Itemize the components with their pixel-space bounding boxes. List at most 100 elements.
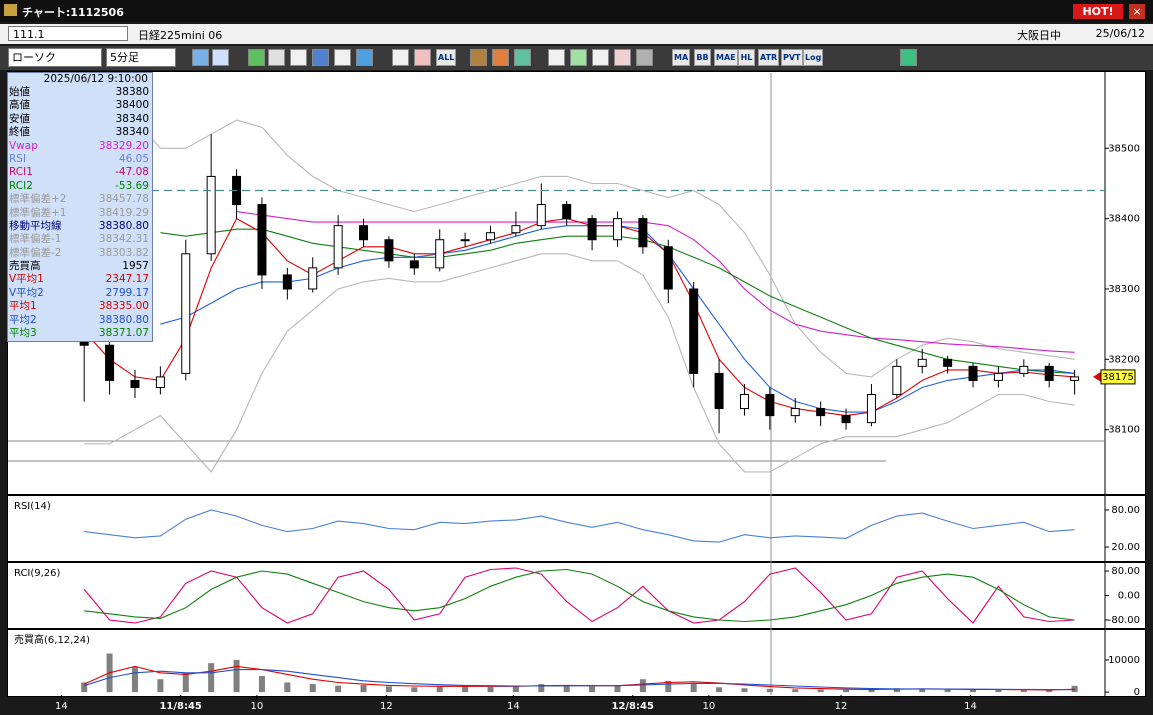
volume-bar bbox=[182, 672, 189, 693]
info-row: V平均2 2799.17 bbox=[8, 287, 152, 300]
date: 25/06/12 bbox=[1095, 27, 1145, 40]
candle-body bbox=[739, 394, 749, 410]
export-icon[interactable] bbox=[900, 49, 917, 66]
info-row: 売買高 1957 bbox=[8, 260, 152, 273]
x-tick-label: 12/8:45 bbox=[611, 701, 653, 712]
candle-body bbox=[359, 225, 369, 241]
volume-bar bbox=[817, 689, 824, 693]
info-row: RSI 46.05 bbox=[8, 153, 152, 166]
candle-body bbox=[765, 394, 775, 417]
volume-bar bbox=[462, 685, 469, 693]
info-label: RCI1 bbox=[9, 166, 33, 179]
y-tick-label: 0 bbox=[1134, 687, 1140, 698]
candle-body bbox=[943, 358, 953, 367]
interval-select[interactable]: 5分足 bbox=[106, 48, 176, 67]
title-bar: チャート:1112506 HOT! × bbox=[0, 0, 1153, 22]
draw-icon[interactable] bbox=[248, 49, 265, 66]
indicator-line bbox=[83, 567, 1075, 624]
info-row: Vwap 38329.20 bbox=[8, 140, 152, 153]
info-label: 売買高 bbox=[9, 260, 41, 273]
chart-type-select[interactable]: ローソク bbox=[8, 48, 102, 67]
candle-body bbox=[612, 218, 622, 241]
app-icon bbox=[4, 4, 17, 16]
cursor-icon[interactable] bbox=[290, 49, 307, 66]
disabled-icon[interactable] bbox=[636, 49, 653, 66]
line-icon[interactable] bbox=[268, 49, 285, 66]
info-value: 38380.80 bbox=[98, 313, 149, 326]
volume-bar bbox=[208, 663, 215, 693]
volume-bar bbox=[843, 689, 850, 693]
session: 大阪日中 bbox=[1017, 29, 1061, 42]
y-tick-label: 38100 bbox=[1108, 425, 1140, 436]
toolbar-button[interactable]: ATR bbox=[758, 49, 780, 66]
y-tick-label: -80.00 bbox=[1108, 615, 1140, 626]
y-tick-label: 10000 bbox=[1108, 655, 1140, 666]
tool-icon[interactable] bbox=[492, 49, 509, 66]
candle-body bbox=[587, 218, 597, 241]
info-value: 2799.17 bbox=[105, 286, 149, 299]
chart-background bbox=[7, 71, 1146, 715]
volume-bar bbox=[919, 688, 926, 693]
bar-icon[interactable] bbox=[414, 49, 431, 66]
signal-icon[interactable] bbox=[548, 49, 565, 66]
toolbar-button[interactable]: MA bbox=[672, 49, 691, 66]
info-row: 平均2 38380.80 bbox=[8, 314, 152, 327]
color-icon[interactable] bbox=[514, 49, 531, 66]
volume-bar bbox=[563, 685, 570, 693]
undo-icon[interactable] bbox=[312, 49, 329, 66]
candle-body bbox=[333, 225, 343, 269]
candle-body bbox=[105, 344, 115, 381]
toolbar-button[interactable]: Log bbox=[803, 49, 824, 66]
close-button[interactable]: × bbox=[1129, 4, 1145, 19]
window-title: チャート:1112506 bbox=[22, 6, 124, 19]
volume-bar bbox=[538, 684, 545, 693]
hot-button[interactable]: HOT! bbox=[1073, 4, 1123, 19]
y-tick-label: 20.00 bbox=[1111, 542, 1140, 553]
volume-bar bbox=[741, 688, 748, 693]
toolbar-button[interactable]: BB bbox=[694, 49, 711, 66]
toolbar-button[interactable]: HL bbox=[738, 49, 755, 66]
toolbar-button[interactable]: ALL bbox=[436, 49, 457, 66]
toolbar-button[interactable]: MAE bbox=[714, 49, 738, 66]
candle-body bbox=[866, 394, 876, 424]
panel-frame bbox=[7, 629, 1146, 697]
candle-body bbox=[689, 288, 699, 374]
order-icon[interactable] bbox=[592, 49, 609, 66]
panel-title: RSI(14) bbox=[14, 501, 51, 512]
candle-body bbox=[308, 267, 318, 290]
info-value: 46.05 bbox=[118, 152, 149, 165]
x-tick-label: 14 bbox=[55, 701, 68, 712]
candle-body bbox=[206, 175, 216, 255]
volume-bar bbox=[893, 688, 900, 693]
alert-icon[interactable] bbox=[614, 49, 631, 66]
info-label: 標準偏差+2 bbox=[9, 193, 67, 206]
price-arrow bbox=[1093, 371, 1101, 382]
info-value: 38380.80 bbox=[98, 219, 149, 232]
volume-bar bbox=[1046, 690, 1053, 693]
volume-bar bbox=[81, 682, 88, 693]
candle-body bbox=[1044, 365, 1054, 381]
toolbar-button[interactable]: PVT bbox=[781, 49, 803, 66]
bar-icon[interactable] bbox=[392, 49, 409, 66]
trash-icon[interactable] bbox=[356, 49, 373, 66]
search-icon[interactable] bbox=[570, 49, 587, 66]
info-value: 38371.07 bbox=[98, 327, 149, 340]
candle-body bbox=[790, 408, 800, 417]
y-tick-label: 38200 bbox=[1108, 354, 1140, 365]
window-icon[interactable] bbox=[212, 49, 229, 66]
settings-icon[interactable] bbox=[470, 49, 487, 66]
volume-bar bbox=[233, 659, 240, 693]
volume-bar bbox=[665, 680, 672, 693]
candle-body bbox=[714, 372, 724, 410]
price-label-box bbox=[1100, 369, 1136, 385]
note-icon[interactable] bbox=[334, 49, 351, 66]
code-select[interactable]: 111.1 bbox=[8, 26, 128, 41]
x-tick-label: 11/8:45 bbox=[159, 701, 201, 712]
candle-body bbox=[892, 365, 902, 396]
candle-body bbox=[155, 376, 165, 388]
candle-body bbox=[841, 415, 851, 424]
volume-bar bbox=[716, 687, 723, 693]
zoom-icon[interactable] bbox=[192, 49, 209, 66]
info-value: 38340 bbox=[115, 112, 149, 125]
